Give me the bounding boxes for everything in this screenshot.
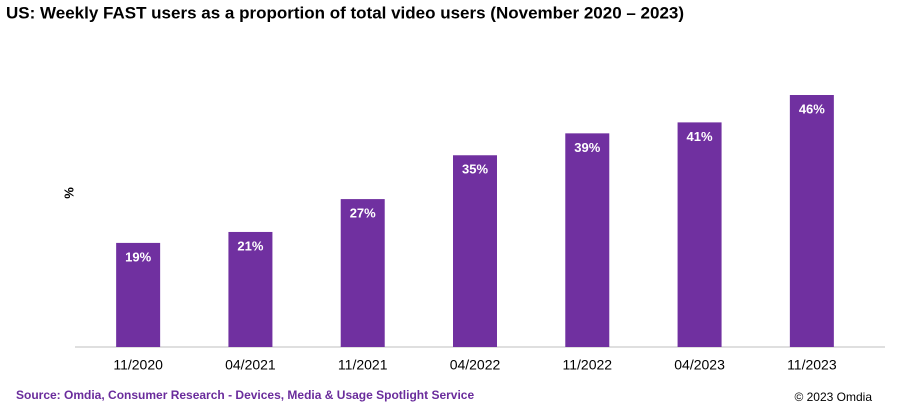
x-tick-label: 04/2021: [225, 357, 276, 373]
data-label: 27%: [350, 206, 376, 221]
y-axis-label: %: [61, 187, 76, 199]
copyright: © 2023 Omdia: [794, 390, 872, 404]
bar: [228, 231, 273, 347]
data-label: 46%: [799, 101, 825, 116]
bar: [340, 199, 385, 347]
data-label: 39%: [574, 140, 600, 155]
x-tick-label: 11/2021: [338, 357, 388, 373]
x-tick-label: 11/2020: [113, 357, 163, 373]
x-tick-label: 11/2023: [787, 357, 837, 373]
bar: [565, 133, 610, 347]
data-label: 41%: [687, 129, 713, 144]
x-tick-label: 04/2023: [674, 357, 725, 373]
chart-title: US: Weekly FAST users as a proportion of…: [6, 3, 684, 22]
bar: [789, 95, 834, 347]
bar: [116, 242, 161, 347]
x-tick-label: 11/2022: [562, 357, 612, 373]
bar: [677, 122, 722, 348]
x-tick-label: 04/2022: [450, 357, 501, 373]
data-label: 21%: [237, 238, 263, 253]
data-label: 19%: [125, 249, 151, 264]
data-label: 35%: [462, 162, 488, 177]
source-note: Source: Omdia, Consumer Research - Devic…: [16, 388, 474, 402]
bar: [453, 155, 497, 347]
